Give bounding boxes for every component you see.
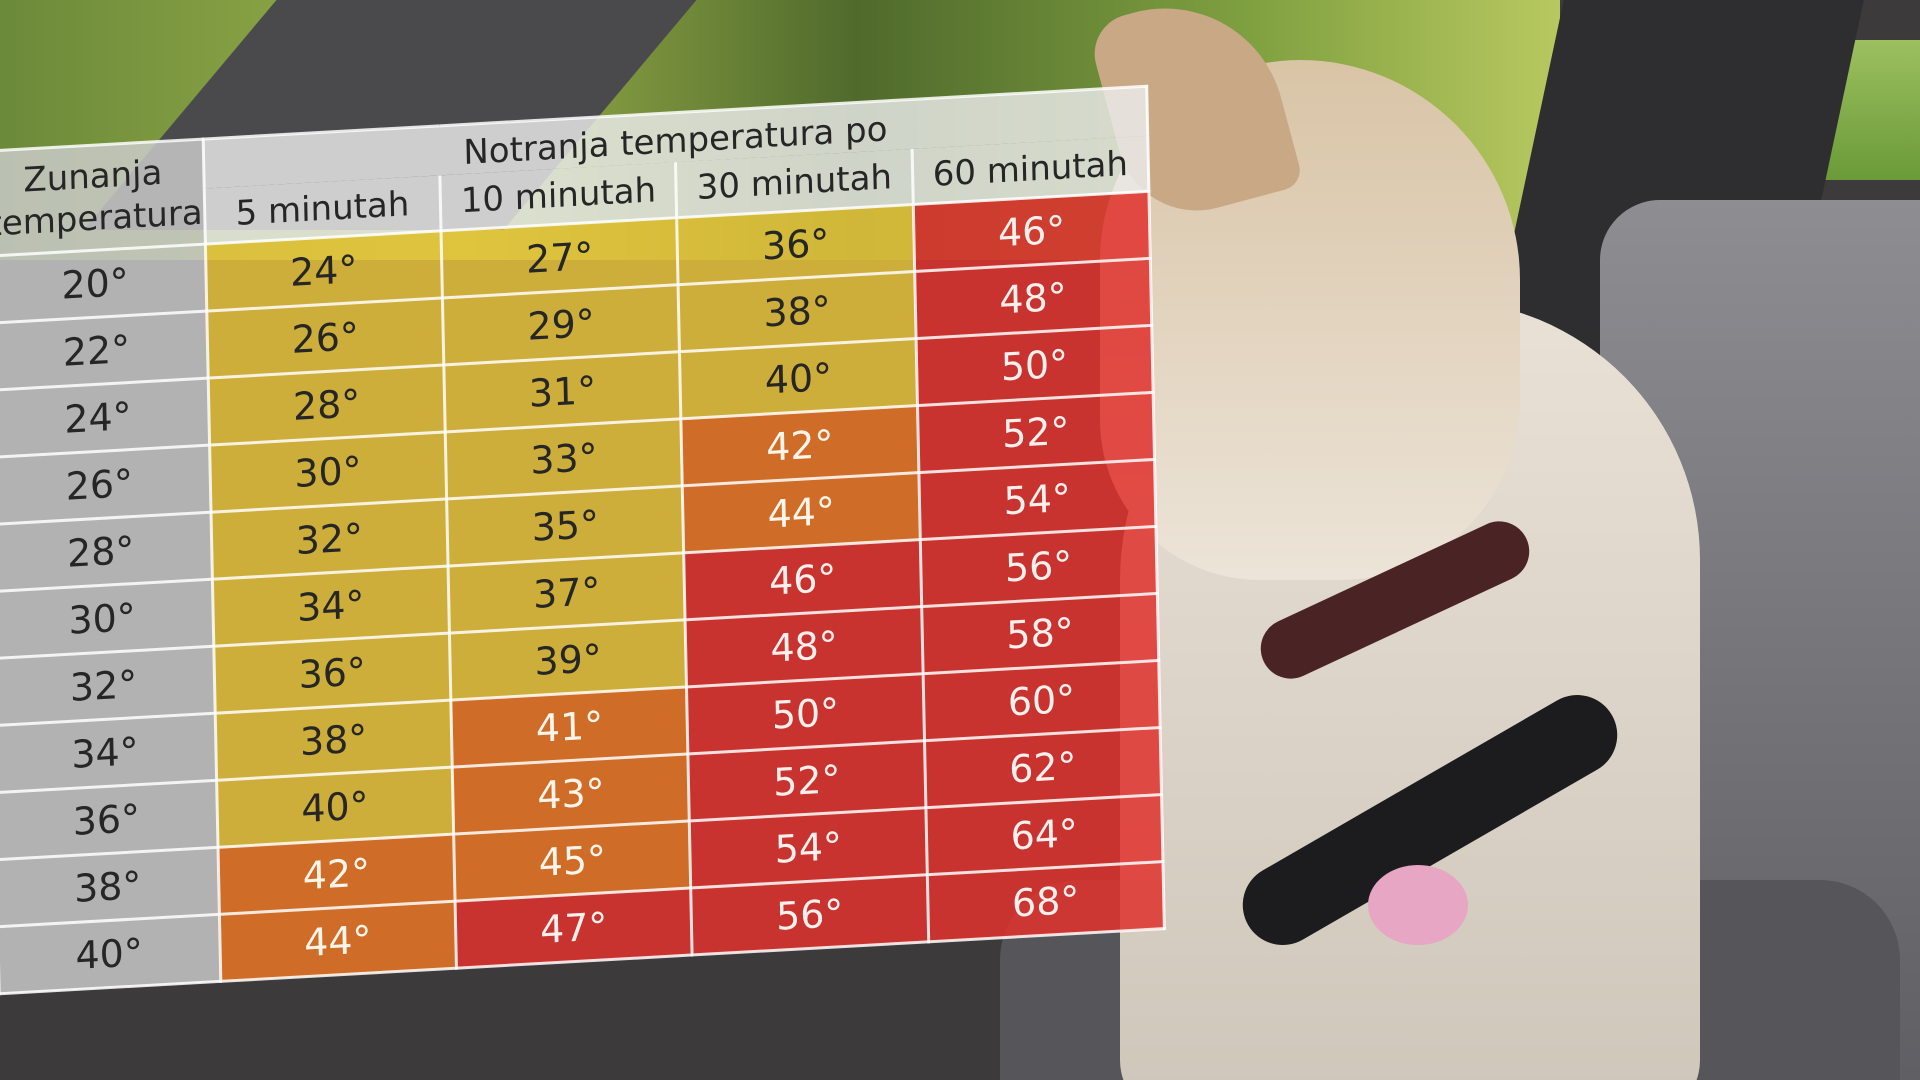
outside-temp: 32° — [0, 646, 215, 726]
dog-tag — [1368, 865, 1468, 945]
outside-temp: 34° — [0, 713, 217, 793]
inside-temp: 44° — [219, 901, 457, 982]
table: Zunanja temperatura Notranja temperatura… — [0, 85, 1166, 996]
outside-temp: 38° — [0, 847, 220, 927]
outside-temp: 22° — [0, 311, 208, 391]
outside-header: Zunanja temperatura — [0, 139, 206, 257]
outside-temp: 28° — [0, 512, 213, 592]
inside-temp: 47° — [455, 887, 693, 969]
outside-temp: 30° — [0, 579, 214, 659]
table-body: 20° 24° 27° 36° 46° 22° 26° 29° 38° 48° 24° 28° 31° 4… — [0, 191, 1165, 994]
outside-temp: 20° — [0, 244, 207, 324]
inside-temp: 56° — [691, 874, 929, 955]
outside-temp: 26° — [0, 445, 211, 525]
outside-temp: 24° — [0, 378, 210, 458]
temperature-table: Zunanja temperatura Notranja temperatura… — [0, 85, 1166, 996]
inside-temp: 68° — [926, 861, 1165, 942]
outside-temp: 36° — [0, 780, 218, 860]
outside-temp: 40° — [0, 914, 221, 994]
